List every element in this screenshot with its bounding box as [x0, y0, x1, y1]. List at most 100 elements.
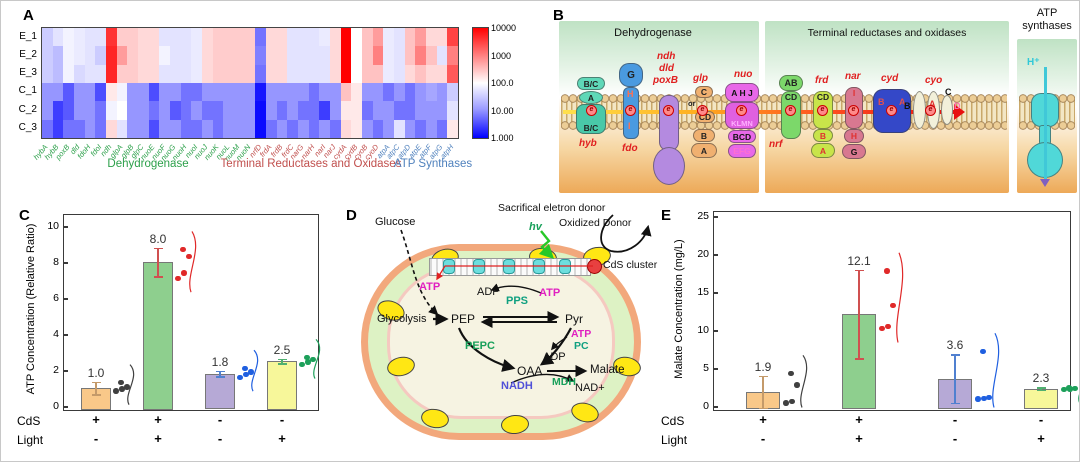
nad-label: NAD+	[575, 382, 605, 394]
error-bar-cap	[277, 358, 287, 361]
data-point	[1072, 385, 1078, 392]
heatmap-cell	[116, 101, 128, 120]
fdo-subunit-g: G	[619, 63, 643, 87]
y-tick-label: 6	[53, 292, 59, 304]
y-tick-mark	[713, 216, 718, 218]
error-bar-cap	[215, 370, 225, 373]
heatmap-cell	[148, 64, 160, 83]
heatmap-cell	[287, 83, 298, 102]
heatmap-cell	[148, 83, 160, 102]
heatmap-cell	[42, 119, 53, 138]
data-point	[310, 356, 316, 362]
cds-symbol: +	[759, 412, 767, 427]
heatmap-cell	[447, 64, 458, 83]
heatmap-cell	[319, 83, 330, 102]
heatmap-cell	[372, 28, 384, 47]
heatmap-cell	[372, 46, 384, 65]
electron-icon: e	[785, 105, 796, 116]
heatmap-cell	[127, 119, 138, 138]
heatmap-cell	[372, 119, 384, 138]
heatmap-cell	[106, 119, 117, 138]
heatmap-cell	[415, 64, 426, 83]
y-tick-label: 4	[53, 328, 59, 340]
heatmap-cell	[159, 28, 170, 47]
heatmap-cell	[340, 46, 352, 65]
heatmap-cell	[308, 64, 320, 83]
heatmap-cell	[383, 46, 394, 65]
heatmap-cell	[287, 119, 298, 138]
heatmap-cell	[351, 119, 362, 138]
electron-icon: e	[925, 105, 936, 116]
data-point	[794, 382, 800, 388]
glp-subunit-a: A	[691, 143, 717, 158]
pep-label: PEP	[451, 312, 476, 326]
heatmap-cell	[394, 28, 405, 47]
glp-subunit-c: C	[695, 86, 713, 98]
pc-label: PC	[574, 340, 589, 352]
heatmap-cell	[52, 101, 64, 120]
ndh-label: ndh	[657, 51, 676, 62]
heatmap-cell	[330, 119, 341, 138]
heatmap-cell	[42, 101, 53, 120]
heatmap-cell	[415, 83, 426, 102]
bar-value-label: 12.1	[847, 253, 871, 268]
heatmap-cell	[351, 46, 362, 65]
electron-icon: e	[848, 105, 859, 116]
heatmap-cell	[116, 119, 128, 138]
heatmap-cell	[255, 83, 266, 102]
heatmap-cell	[362, 83, 373, 102]
heatmap-cell	[63, 64, 74, 83]
electron-icon: e	[697, 105, 708, 116]
y-tick-label: 25	[697, 210, 709, 222]
membrane-protein-icon	[533, 259, 545, 274]
glucose-label: Glucose	[375, 216, 416, 228]
heatmap-cell	[351, 101, 362, 120]
heatmap-cell	[138, 83, 149, 102]
heatmap-cell	[330, 83, 341, 102]
heatmap-cell	[170, 64, 181, 83]
y-tick-mark	[713, 292, 718, 294]
electron-icon: e	[886, 105, 897, 116]
data-point	[124, 384, 130, 390]
data-point	[237, 374, 243, 380]
heatmap-cell	[170, 101, 181, 120]
heatmap-cell	[223, 119, 234, 138]
heatmap-cell	[116, 83, 128, 102]
error-bar-cap	[277, 363, 287, 365]
heatmap-cell	[308, 46, 320, 65]
e-light-row-label: Light	[661, 433, 688, 447]
heatmap-cell	[127, 83, 138, 102]
panel-d-label: D	[346, 207, 357, 224]
heatmap-cell	[298, 119, 309, 138]
heatmap-cell	[159, 83, 170, 102]
heatmap-cell	[351, 83, 362, 102]
heatmap-cell	[84, 46, 96, 65]
heatmap-cell	[52, 64, 64, 83]
y-tick-label: 0	[703, 400, 709, 412]
heatmap-cell	[127, 101, 138, 120]
heatmap-cell	[116, 64, 128, 83]
heatmap-cell	[84, 83, 96, 102]
heatmap-cell	[298, 101, 309, 120]
heatmap-cell	[191, 46, 202, 65]
heatmap-cell	[42, 64, 53, 83]
heatmap-cell	[244, 101, 256, 120]
light-symbol: +	[154, 431, 162, 446]
membrane-atp-label: ATP	[419, 281, 441, 293]
pepc-label: PEPC	[465, 340, 495, 352]
mdh-label: MDH	[552, 376, 576, 388]
heatmap-cell	[436, 28, 448, 47]
heatmap-cell	[63, 46, 74, 65]
heatmap-cell	[340, 64, 352, 83]
heatmap-cell	[372, 83, 384, 102]
error-bar-cap	[950, 354, 960, 356]
error-bar	[219, 370, 221, 377]
heatmap-cell	[234, 119, 245, 138]
heatmap-cell	[84, 101, 96, 120]
dehydrogenase-title: Dehydrogenase	[614, 27, 692, 39]
heatmap-cell	[84, 119, 96, 138]
heatmap-cell	[255, 101, 266, 120]
light-symbol: +	[855, 431, 863, 446]
pyr-label: Pyr	[565, 312, 583, 326]
heatmap-cell	[266, 28, 277, 47]
